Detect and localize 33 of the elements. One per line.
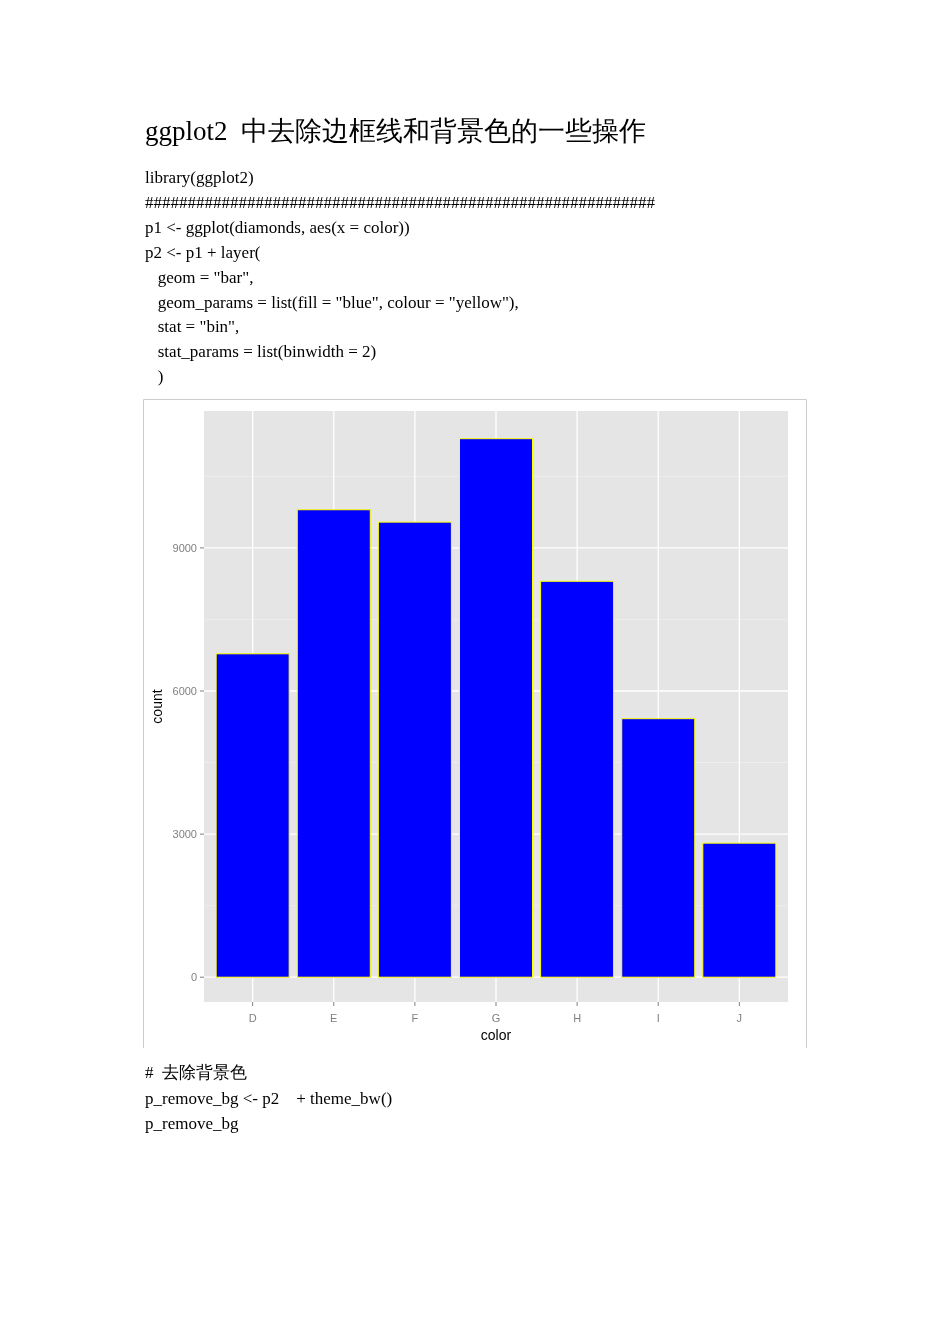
bar [459, 438, 533, 978]
text: library(ggplot2) [145, 168, 254, 187]
y-tick-label: 0 [190, 971, 197, 984]
bar [296, 509, 371, 978]
text: geom_params = list(fill = "blue", colour = "yellow"), [145, 292, 519, 312]
text: p_remove_bg [145, 1114, 239, 1133]
x-tick-label: J [736, 1012, 743, 1024]
text: p_remove_bg <- p2 + theme_bw() [145, 1088, 393, 1108]
x-tick-label: D [248, 1012, 257, 1024]
x-tick-label: E [330, 1012, 338, 1024]
text: ############################################################ [145, 192, 656, 212]
text: stat_params = list(binwidth = 2) [145, 342, 377, 362]
x-tick-label: F [411, 1012, 419, 1024]
y-tick-label: 6000 [172, 685, 197, 697]
y-axis-title: count [149, 689, 165, 724]
text: geom = "bar", [145, 267, 254, 287]
text: p2 <- p1 + layer( [145, 242, 261, 262]
y-tick-label: 9000 [172, 541, 197, 554]
text: # 去除背景色 [145, 1063, 247, 1082]
bar [215, 653, 290, 978]
x-tick-label: H [573, 1012, 582, 1024]
bar [621, 718, 696, 978]
bar [702, 842, 777, 978]
bar [540, 580, 615, 978]
text: stat = "bin", [145, 317, 240, 337]
chart-title: ggplot2 中去除边框线和背景色的一些操作 [145, 116, 647, 146]
x-tick-label: G [491, 1012, 501, 1024]
x-tick-label: I [656, 1012, 660, 1024]
bar [377, 521, 452, 978]
x-axis-title: color [480, 1027, 512, 1043]
text: p1 <- ggplot(diamonds, aes(x = color)) [145, 217, 410, 237]
text: ) [145, 367, 164, 387]
y-tick-label: 3000 [172, 828, 197, 841]
